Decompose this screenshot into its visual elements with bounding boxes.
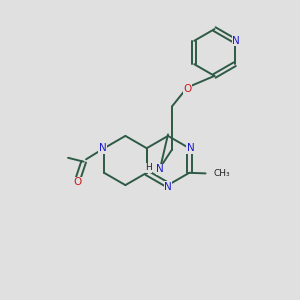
Text: CH₃: CH₃ bbox=[213, 169, 230, 178]
Text: N: N bbox=[187, 143, 195, 153]
Text: O: O bbox=[74, 177, 82, 187]
Text: H: H bbox=[145, 163, 152, 172]
Text: N: N bbox=[164, 182, 172, 192]
Text: N: N bbox=[99, 143, 106, 153]
Text: N: N bbox=[232, 36, 240, 46]
Text: O: O bbox=[183, 83, 192, 94]
Text: N: N bbox=[156, 164, 164, 174]
